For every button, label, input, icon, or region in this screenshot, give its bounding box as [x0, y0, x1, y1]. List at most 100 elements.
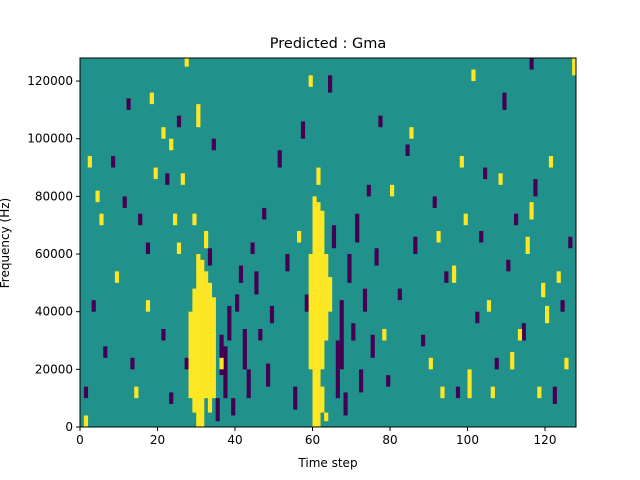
heatmap-cell-high [498, 173, 503, 185]
heatmap-cell-low [421, 334, 426, 347]
heatmap-cell-low [246, 369, 251, 399]
heatmap-cell-low [552, 386, 557, 404]
heatmap-cell-low [254, 271, 259, 295]
heatmap-cell-low [122, 196, 127, 208]
heatmap-cell-low [514, 213, 519, 226]
heatmap-cell-high [320, 210, 325, 370]
heatmap-cell-low [215, 398, 220, 422]
plot-area [80, 58, 577, 428]
y-tick-label: 0 [65, 420, 73, 434]
heatmap-cell-high [145, 300, 151, 312]
heatmap-cell-low [262, 207, 267, 220]
heatmap-cell-low [479, 230, 484, 243]
heatmap-cell-low [83, 386, 89, 399]
heatmap-cell-low [475, 311, 480, 324]
x-axis-label: Time step [297, 456, 357, 470]
heatmap-cell-low [533, 179, 538, 197]
heatmap-cell-low [138, 213, 143, 226]
heatmap-cell-high [463, 213, 468, 226]
heatmap-cell-high [87, 156, 92, 168]
heatmap-cell-high [517, 328, 523, 341]
heatmap-cell-low [529, 58, 534, 70]
heatmap-cell-high [149, 92, 154, 105]
heatmap-cell-high [440, 386, 445, 399]
heatmap-cell-low [483, 167, 488, 180]
heatmap-cell-low [176, 115, 182, 128]
heatmap-cell-low [560, 300, 565, 312]
y-tick-label: 120000 [27, 74, 73, 88]
heatmap-cell-high [316, 167, 321, 185]
heatmap-cell-low [370, 334, 375, 358]
y-axis: 0 20000 40000 60000 80000 100000 120000 [27, 74, 80, 434]
heatmap-cell-high [196, 254, 201, 427]
heatmap-cell-high [83, 415, 89, 427]
heatmap-cell-high [196, 104, 201, 128]
heatmap-cell-high [382, 328, 387, 341]
y-axis-label: Frequency (Hz) [0, 198, 12, 289]
heatmap-cell-high [312, 196, 317, 428]
heatmap-cell-high [207, 282, 213, 413]
heatmap-cell-low [242, 328, 247, 370]
heatmap-cell-low [455, 386, 461, 399]
heatmap-cell-low [235, 294, 240, 312]
heatmap-cell-low [269, 305, 275, 324]
heatmap-cell-high [114, 271, 120, 283]
heatmap-cell-low [335, 340, 340, 399]
heatmap-cell-high [452, 265, 457, 283]
heatmap-cell-high [320, 386, 325, 413]
heatmap-cell-low [293, 386, 298, 410]
heatmap-cell-low [231, 398, 236, 416]
heatmap-cell-high [297, 230, 302, 243]
heatmap-cell-high [95, 190, 100, 203]
heatmap-cell-high [204, 271, 209, 399]
heatmap-cell-low [331, 225, 337, 249]
heatmap-cell-low [444, 271, 449, 283]
heatmap-cell-high [409, 127, 414, 139]
heatmap-cell-high [308, 254, 313, 370]
heatmap-cell-low [211, 138, 216, 151]
heatmap-cell-high [525, 236, 530, 255]
x-tick-label: 80 [382, 433, 397, 447]
heatmap-cell-low [366, 184, 371, 197]
heatmap-cell-low [378, 115, 383, 128]
x-tick-label: 100 [456, 433, 479, 447]
heatmap-cell-low [250, 242, 255, 255]
heatmap-cell-high [173, 213, 178, 226]
x-tick-label: 40 [227, 433, 242, 447]
plot-frame [79, 57, 577, 428]
heatmap-cell-low [277, 150, 282, 168]
heatmap-cell-low [111, 156, 116, 168]
x-axis: 0 20 40 60 80 100 120 [76, 427, 556, 447]
heatmap-cell-high [537, 386, 542, 399]
heatmap-cell-high [169, 138, 174, 151]
x-tick-label: 60 [305, 433, 320, 447]
heatmap-cell-low [343, 392, 348, 416]
y-tick-label: 40000 [35, 305, 73, 319]
heatmap-cell-low [169, 392, 174, 404]
heatmap-cell-high [486, 300, 492, 312]
y-tick-label: 80000 [35, 189, 73, 203]
heatmap-cell-low [521, 323, 526, 341]
heatmap-cell-low [506, 259, 511, 272]
heatmap-cell-low [328, 75, 333, 93]
heatmap-cell-low [494, 357, 499, 370]
heatmap-cell-high [204, 230, 209, 249]
heatmap-cell-high [324, 412, 329, 422]
heatmap-cell-low [355, 213, 360, 243]
heatmap-cell-low [184, 357, 189, 370]
y-tick-label: 60000 [35, 247, 73, 261]
heatmap-cell-high [436, 230, 441, 243]
heatmap-cell-high [328, 277, 333, 312]
heatmap-cell-low [219, 334, 224, 376]
heatmap-cell-high [211, 297, 216, 399]
heatmap-cell-low [432, 196, 437, 208]
heatmap-cell-low [304, 294, 309, 312]
heatmap-cell-high [99, 213, 104, 226]
heatmap-background [80, 58, 576, 427]
heatmap-cell-high [459, 156, 464, 168]
heatmap-cell-high [490, 386, 495, 399]
heatmap-cell-high [548, 156, 554, 168]
heatmap-cell-high [188, 311, 193, 399]
heatmap-cell-high [556, 271, 561, 283]
heatmap-cell-low [161, 328, 166, 341]
